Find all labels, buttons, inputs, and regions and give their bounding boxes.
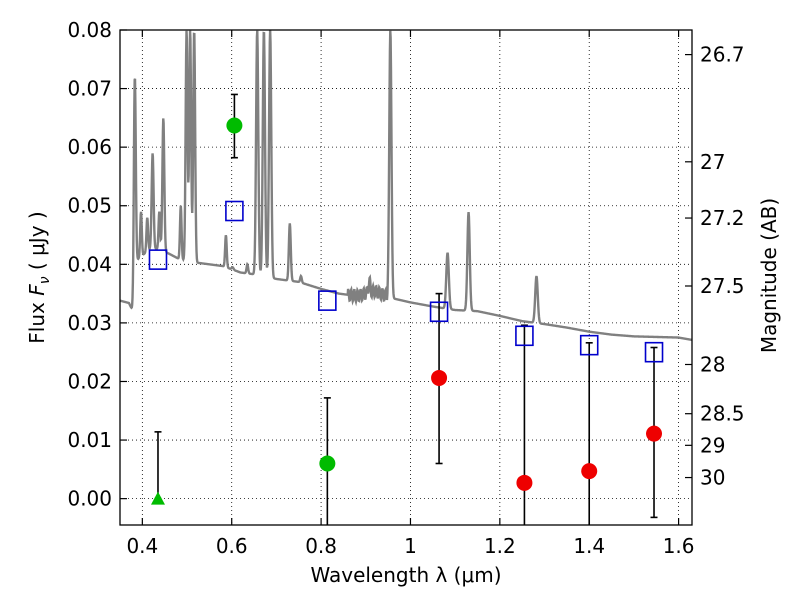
x-tick-label: 1.2: [484, 534, 516, 558]
detection-point: [319, 455, 336, 472]
model-photometry-square: [429, 301, 449, 323]
x-tick-label: 0.4: [126, 534, 158, 558]
non-detection-point: [431, 369, 448, 386]
mag-tick-label: 27: [700, 150, 725, 174]
x-tick-label: 1.4: [573, 534, 605, 558]
grid-lines: [120, 29, 692, 525]
y-axis-label-post: ( μJy ): [25, 211, 49, 276]
axis-ticks: 0.4 0.6 0.8 1 1.2 1.4 1.6 0.00 0.01 0.02 0.03 0.04 0…: [67, 18, 744, 558]
mag-tick-label: 30: [700, 466, 725, 490]
model-photometry-square: [515, 325, 534, 347]
y-tick-label: 0.07: [67, 77, 112, 101]
model-photometry-square: [579, 334, 599, 356]
model-spectrum: [120, 30, 692, 342]
model-photometry-square: [318, 290, 337, 311]
x-tick-label: 0.8: [305, 534, 337, 558]
x-tick-label: 0.6: [216, 534, 248, 558]
non-detection-point: [516, 474, 533, 491]
y-axis-label: Flux Fν ( μJy ): [25, 211, 53, 343]
x-tick-label: 1: [404, 534, 417, 558]
model-photometry-square: [225, 200, 244, 222]
mag-tick-label: 27.5: [700, 274, 745, 298]
model-photometry-square: [148, 249, 168, 270]
y-axis-label-subscript: ν: [37, 276, 53, 284]
y-axis-label-pre: Flux: [25, 296, 49, 344]
error-bars: [154, 93, 658, 525]
y2-axis-label: Magnitude (AB): [757, 198, 781, 353]
mag-tick-label: 26.7: [700, 43, 745, 67]
non-detection-point: [646, 425, 663, 442]
y-tick-label: 0.06: [67, 135, 112, 159]
spectrum-line: [120, 30, 692, 342]
y-tick-label: 0.05: [67, 194, 112, 218]
y-tick-label: 0.00: [67, 487, 112, 511]
mag-tick-label: 28: [700, 352, 725, 376]
mag-tick-label: 29: [700, 433, 725, 457]
y-tick-label: 0.01: [67, 428, 112, 452]
non-detection-point: [581, 463, 598, 480]
detection-point: [226, 117, 243, 134]
plot-frame: [119, 29, 693, 526]
mag-tick-label: 28.5: [700, 402, 745, 426]
model-photometry-square: [644, 341, 664, 363]
y-tick-label: 0.03: [67, 311, 112, 335]
upper-limit-triangle: [150, 491, 165, 505]
x-tick-label: 1.6: [663, 534, 695, 558]
data-markers: [148, 117, 664, 505]
y-axis-label-symbol: F: [25, 284, 49, 296]
y-tick-label: 0.04: [67, 252, 112, 276]
y-tick-label: 0.08: [67, 18, 112, 42]
mag-tick-label: 27.2: [700, 206, 745, 230]
x-axis-label: Wavelength λ (μm): [310, 563, 501, 587]
y-tick-label: 0.02: [67, 369, 112, 393]
